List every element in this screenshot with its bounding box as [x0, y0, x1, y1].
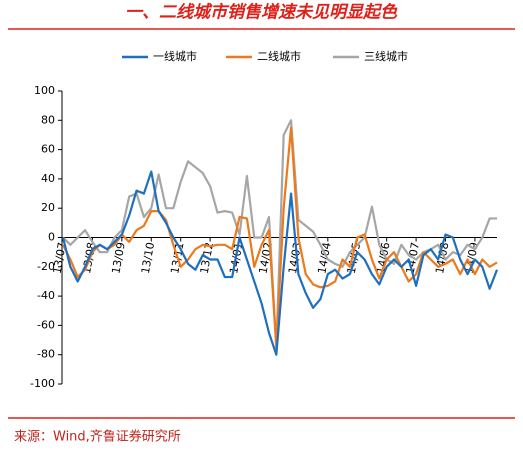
y-tick-label: -20 — [37, 260, 55, 273]
x-tick-label: 13/09 — [109, 241, 127, 274]
x-tick-label: 14/09 — [463, 241, 481, 274]
y-tick-label: 20 — [41, 201, 55, 214]
y-tick-label: 40 — [41, 172, 55, 185]
chart-title: 一、二线城市销售增速未见明显起色 — [125, 3, 398, 23]
y-tick-label: 100 — [34, 84, 55, 97]
legend-label: 三线城市 — [364, 49, 408, 63]
x-tick-label: 13/10 — [139, 241, 157, 274]
legend-label: 一线城市 — [153, 49, 197, 63]
series-line — [61, 170, 499, 356]
legend-label: 二线城市 — [257, 49, 301, 63]
y-tick-label: -40 — [37, 289, 55, 302]
y-tick-label: 80 — [41, 113, 55, 126]
y-tick-label: 60 — [41, 143, 55, 156]
y-tick-label: -80 — [37, 348, 55, 361]
y-tick-label: 0 — [48, 231, 55, 244]
y-tick-label: -60 — [37, 318, 55, 331]
y-tick-label: -100 — [30, 377, 55, 390]
x-tick-label: 14/04 — [315, 241, 333, 274]
source-note: 来源：Wind,齐鲁证券研究所 — [14, 429, 181, 445]
